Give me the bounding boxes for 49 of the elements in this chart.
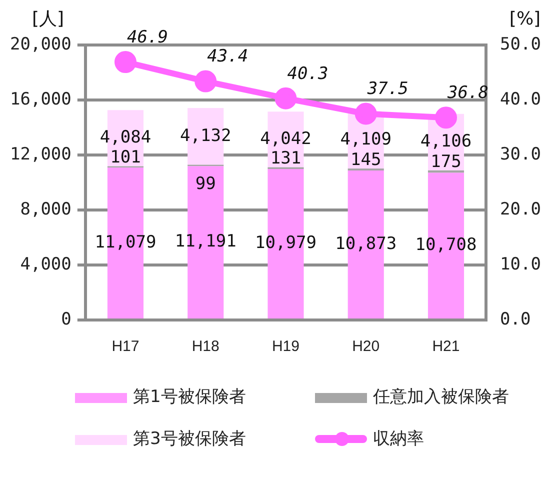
point [434,106,457,129]
data-label: 4,042 [260,128,312,149]
point [194,70,217,92]
bar [428,170,464,173]
x-tick-label: H18 [192,338,220,356]
y-axis-title: [人] [32,8,64,30]
x-tick-label: H20 [352,338,380,356]
data-label: 10,979 [255,233,316,254]
data-label: 131 [270,148,302,169]
y2-tick-label: 10.0 [500,254,542,274]
y2-axis-title: [%] [509,8,541,30]
y-tick-label: 16,000 [10,89,72,110]
data-label: 99 [195,174,216,194]
y-tick-label: 8,000 [20,199,72,220]
y2-tick-label: 50.0 [500,34,542,54]
data-label: 175 [430,152,462,172]
data-label: 11,191 [174,232,236,252]
data-label: 36.8 [446,83,488,104]
data-label: 4,106 [420,132,472,152]
x-tick-label: H17 [112,338,140,356]
data-label: 4,084 [100,128,152,148]
y-tick-label: 12,000 [10,144,72,164]
data-label: 40.3 [287,64,328,84]
point [354,102,377,125]
data-label: 145 [350,150,382,170]
y-tick-label: 20,000 [10,34,72,54]
y-tick-label: 4,000 [20,254,72,274]
data-label: 11,079 [94,232,156,253]
data-label: 4,132 [180,126,232,146]
data-label: 4,109 [340,130,392,150]
legend-label: 第1号被保険者 [133,386,246,409]
y2-tick-label: 20.0 [500,199,542,220]
y-tick-label: 0 [61,309,72,330]
legend-label: 任意加入被保険者 [373,386,509,409]
point [274,87,297,110]
y2-tick-label: 0.0 [500,309,531,330]
y2-tick-label: 30.0 [500,144,542,164]
y2-tick-label: 40.0 [500,89,542,110]
point [114,51,136,74]
data-label: 101 [110,148,141,168]
x-tick-label: H19 [272,338,300,356]
data-label: 43.4 [207,46,248,67]
data-label: 37.5 [366,79,408,100]
legend-label: 第3号被保険者 [133,428,246,451]
x-tick-label: H21 [432,338,460,356]
data-label: 46.9 [127,27,168,48]
data-label: 10,708 [415,235,477,256]
data-label: 10,873 [335,234,397,254]
legend-label: 収納率 [373,428,424,451]
